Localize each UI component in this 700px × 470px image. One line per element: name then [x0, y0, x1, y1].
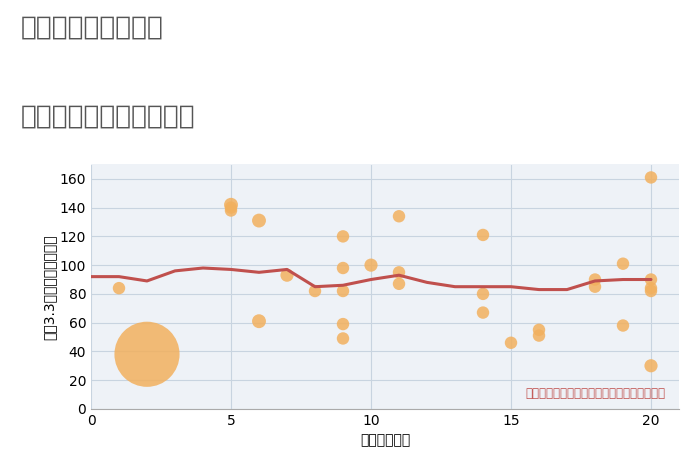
- Point: [393, 212, 405, 220]
- Point: [281, 272, 293, 279]
- Text: 円の大きさは、取引のあった物件面積を示す: 円の大きさは、取引のあった物件面積を示す: [525, 387, 665, 400]
- Point: [253, 317, 265, 325]
- Point: [645, 174, 657, 181]
- Point: [309, 287, 321, 295]
- Point: [505, 339, 517, 346]
- Y-axis label: 坪（3.3㎡）単価（万円）: 坪（3.3㎡）単価（万円）: [43, 234, 57, 339]
- Point: [533, 326, 545, 334]
- Point: [141, 351, 153, 358]
- Point: [337, 335, 349, 342]
- Point: [645, 287, 657, 295]
- Point: [225, 207, 237, 214]
- Point: [253, 217, 265, 224]
- Point: [337, 321, 349, 328]
- Point: [533, 332, 545, 339]
- Point: [477, 231, 489, 239]
- Point: [225, 204, 237, 212]
- Point: [645, 362, 657, 369]
- Point: [337, 264, 349, 272]
- Point: [589, 276, 601, 283]
- Point: [589, 283, 601, 290]
- Point: [393, 280, 405, 288]
- X-axis label: 駅距離（分）: 駅距離（分）: [360, 433, 410, 447]
- Point: [225, 201, 237, 209]
- Text: 駅距離別中古戸建て価格: 駅距離別中古戸建て価格: [21, 103, 195, 129]
- Point: [477, 290, 489, 298]
- Point: [113, 284, 125, 292]
- Text: 千葉県成田市大沼の: 千葉県成田市大沼の: [21, 14, 164, 40]
- Point: [645, 276, 657, 283]
- Point: [337, 233, 349, 240]
- Point: [337, 287, 349, 295]
- Point: [617, 260, 629, 267]
- Point: [645, 284, 657, 292]
- Point: [365, 261, 377, 269]
- Point: [393, 268, 405, 276]
- Point: [477, 309, 489, 316]
- Point: [617, 322, 629, 329]
